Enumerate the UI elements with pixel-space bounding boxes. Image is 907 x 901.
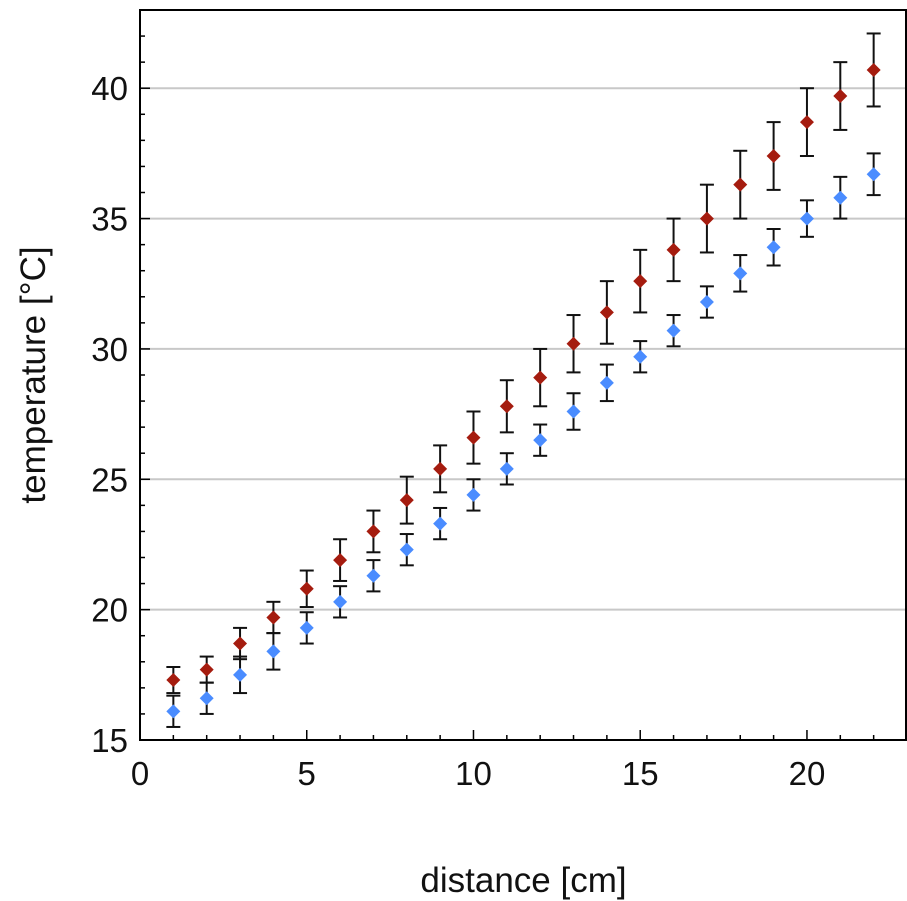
data-point [633, 349, 648, 364]
data-point [599, 375, 614, 390]
data-point [599, 305, 614, 320]
x-tick-label: 15 [622, 755, 659, 792]
data-point [799, 211, 814, 226]
data-point [833, 89, 848, 104]
data-point [466, 430, 481, 445]
data-point [399, 542, 414, 557]
data-point [266, 644, 281, 659]
data-point [833, 190, 848, 205]
data-point [533, 370, 548, 385]
minor-ticks [139, 9, 907, 741]
data-point [633, 274, 648, 289]
data-point [366, 568, 381, 583]
data-point [233, 636, 248, 651]
y-tick-label: 35 [91, 201, 128, 238]
data-point [699, 295, 714, 309]
data-point [866, 167, 881, 182]
y-tick-label: 20 [91, 592, 128, 629]
data-point [166, 704, 181, 719]
data-point [699, 211, 714, 226]
x-tick-label: 20 [789, 755, 826, 792]
data-point [299, 620, 314, 635]
y-tick-label: 40 [91, 70, 128, 107]
data-point [566, 336, 581, 351]
tick-labels: 0 5 10 15 20 15 20 25 30 35 40 [91, 70, 825, 792]
data-point [566, 404, 581, 419]
data-point [766, 240, 781, 255]
data-point [266, 610, 281, 625]
data-point [666, 242, 681, 257]
data-point [766, 149, 781, 163]
data-point [333, 553, 348, 568]
x-tick-label: 0 [131, 755, 149, 792]
data-point [499, 399, 514, 414]
data-point [733, 266, 748, 281]
x-tick-label: 10 [455, 755, 492, 792]
data-point [866, 62, 881, 77]
data-point [333, 594, 348, 609]
data-point [166, 673, 181, 688]
data-point [433, 461, 448, 476]
data-point [366, 524, 381, 539]
data-point [233, 667, 248, 682]
data-point [199, 662, 214, 677]
x-axis-title: distance [cm] [420, 861, 626, 900]
y-tick-label: 15 [91, 722, 128, 759]
data-point [799, 115, 814, 130]
data-point [299, 581, 314, 596]
data-point [666, 323, 681, 338]
data-point [499, 461, 514, 476]
data-point [533, 433, 548, 448]
x-tick-label: 5 [298, 755, 316, 792]
y-tick-label: 25 [91, 461, 128, 498]
data-point [399, 493, 414, 508]
plot-frame [139, 9, 907, 741]
data-markers [166, 62, 881, 719]
data-point [199, 691, 214, 706]
data-point [466, 487, 481, 502]
y-axis-title: temperature [°C] [14, 246, 53, 503]
data-point [733, 177, 748, 192]
y-tick-label: 30 [91, 331, 128, 368]
gridlines [140, 87, 907, 611]
data-point [433, 516, 448, 531]
